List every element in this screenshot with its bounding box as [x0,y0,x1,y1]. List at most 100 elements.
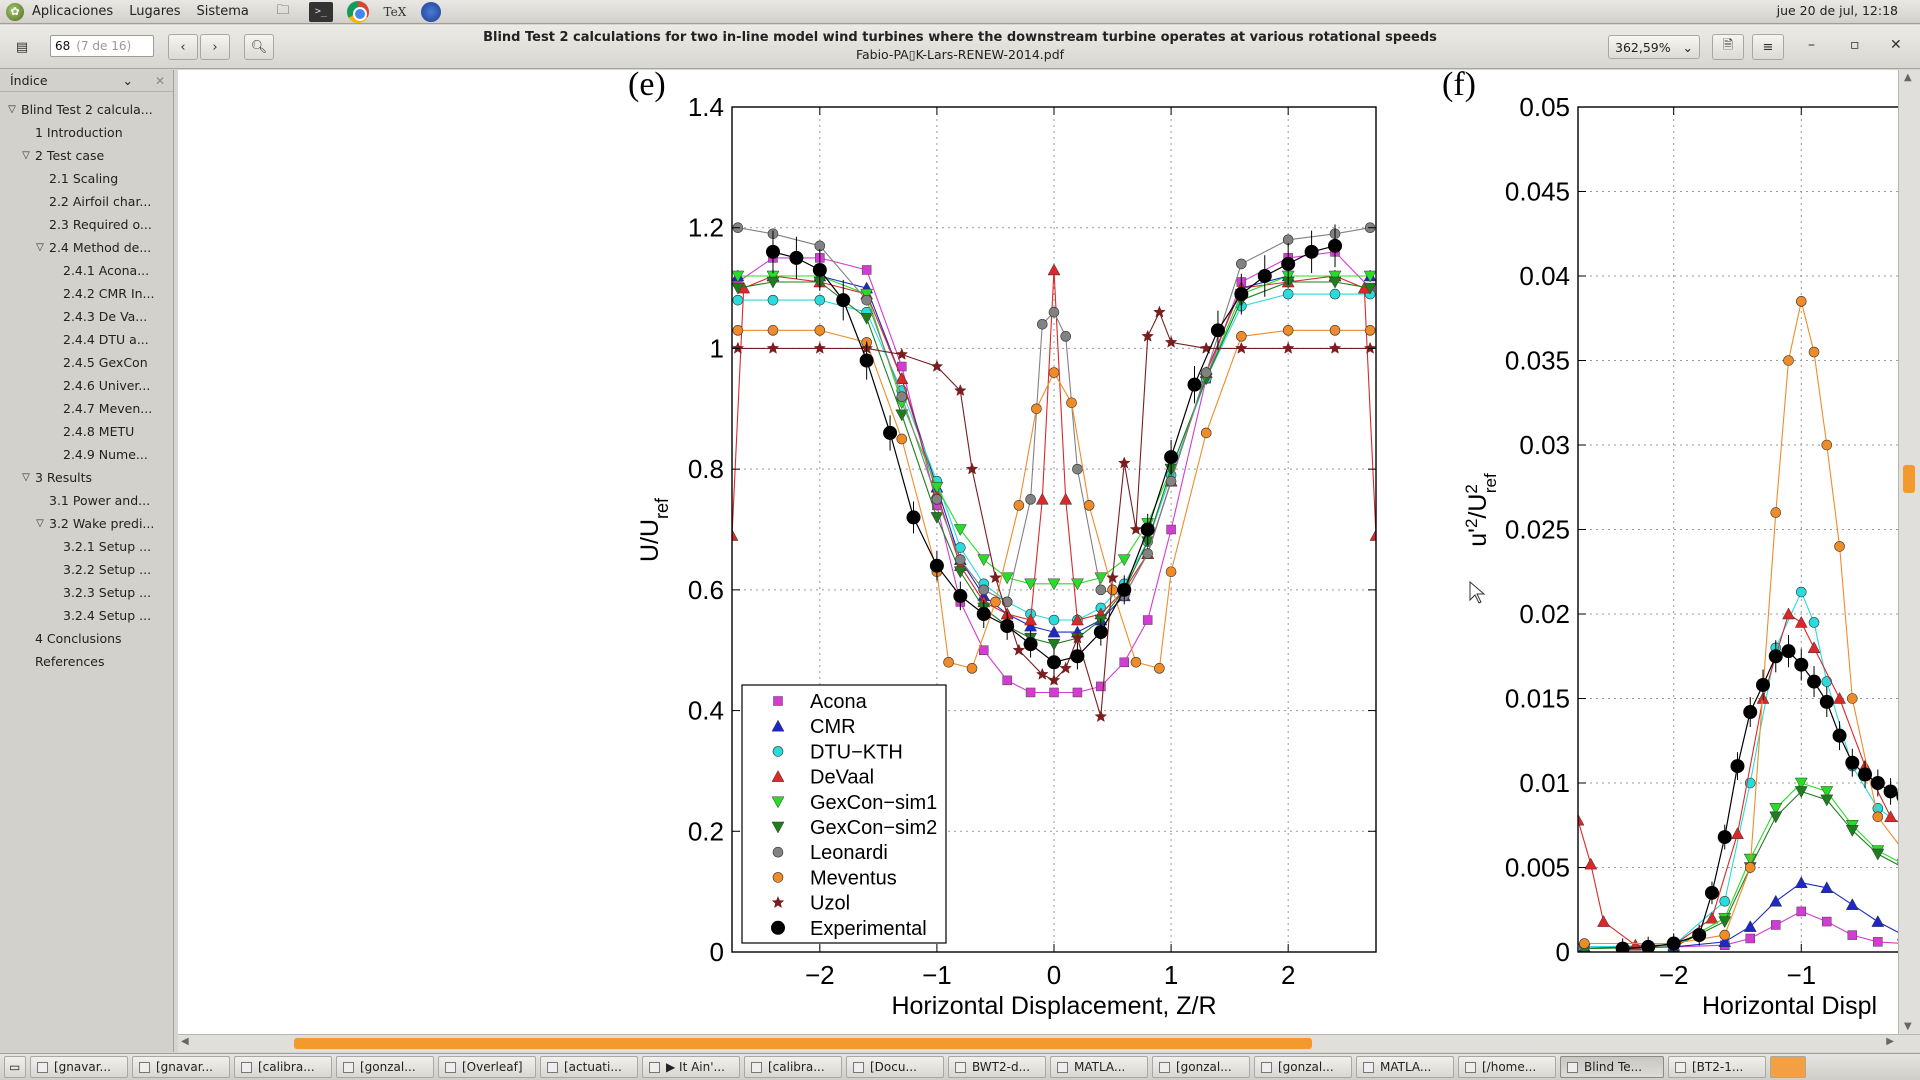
scroll-right-icon[interactable]: ▶ [1886,1036,1894,1047]
scroll-down-icon[interactable]: ▼ [1904,1021,1912,1032]
taskbar-item[interactable]: [gonzal... [336,1056,434,1078]
toc-item[interactable]: 2.4.7 Meven... [0,397,172,420]
taskbar-item[interactable]: [calibra... [234,1056,332,1078]
data-point [1896,792,1898,802]
taskbar-item[interactable]: [BT2-1... [1668,1056,1766,1078]
toc-item[interactable]: 3.2.4 Setup ... [0,604,172,627]
clock[interactable]: jue 20 de jul, 12:18 [1776,3,1898,18]
tray-icon[interactable] [1770,1056,1806,1078]
toc-item[interactable]: 2.4.8 METU [0,420,172,443]
toc-item[interactable]: 2.4.1 Acona... [0,259,172,282]
zoom-select[interactable]: 362,59% ⌄ [1608,35,1700,59]
toc-item[interactable]: 2.1 Scaling [0,167,172,190]
data-point [953,524,967,537]
folder-icon[interactable]: 🗀 [276,2,290,18]
page-number-input[interactable]: 68 (7 de 16) [50,35,154,57]
menu-system[interactable]: Sistema [196,4,249,19]
taskbar-item[interactable]: [Docu... [846,1056,944,1078]
toc-item[interactable]: 2.4.3 De Va... [0,305,172,328]
horizontal-scroll-thumb[interactable] [294,1038,1312,1049]
toc-item[interactable]: 3.2.3 Setup ... [0,581,172,604]
menu-places[interactable]: Lugares [129,4,181,19]
taskbar-item[interactable]: MATLA... [1050,1056,1148,1078]
toc-item[interactable]: 2.4.5 GexCon [0,351,172,374]
y-axis-label-sup: 2 [1462,519,1481,528]
vertical-scroll-thumb[interactable] [1903,465,1915,493]
toc-item[interactable]: 2.4.2 CMR In... [0,282,172,305]
toc-item[interactable]: 3.1 Power and... [0,489,172,512]
taskbar-item[interactable]: [calibra... [744,1056,842,1078]
expand-triangle-icon[interactable]: ▽ [36,518,44,529]
y-axis-label-sup: 2 [1462,484,1481,493]
toc-item[interactable]: 3.2.2 Setup ... [0,558,172,581]
toc-item[interactable]: 3.2.1 Setup ... [0,535,172,558]
close-icon[interactable]: ✕ [1890,37,1902,53]
data-point [1066,397,1077,409]
toc-item[interactable]: 2.2 Airfoil char... [0,190,172,213]
window-icon [37,1061,48,1073]
taskbar-item[interactable]: [gonzal... [1152,1056,1250,1078]
data-point [896,433,908,445]
chrome-icon[interactable] [346,0,369,23]
data-point [1210,323,1225,338]
expand-triangle-icon[interactable]: ▽ [22,150,30,161]
chevron-down-icon[interactable]: ⌄ [122,73,133,88]
toc-item[interactable]: ▽ 3.2 Wake predi... [0,512,172,535]
document-view[interactable]: −2 −1 0 1 2 0 0.2 0.4 0.6 0.8 1 1.2 1.4 (e) Horizontal… [178,70,1898,1034]
next-page-button[interactable]: › [200,34,230,60]
sidebar-toggle-icon[interactable]: ▤ [15,39,29,55]
taskbar-item[interactable]: [gonzal... [1254,1056,1352,1078]
toc-item[interactable]: 2.3 Required o... [0,213,172,236]
data-point [1870,776,1885,790]
menu-button[interactable]: ≡ [1752,34,1784,60]
previous-page-button[interactable]: ‹ [168,34,198,60]
toc-item[interactable]: ▽ 2 Test case [0,144,172,167]
data-point [1281,256,1296,271]
scroll-left-icon[interactable]: ◀ [181,1036,189,1047]
maximize-icon[interactable]: ▫ [1850,37,1860,53]
sidebar-header[interactable]: Índice ⌄ ✕ [0,70,173,92]
show-desktop-icon[interactable]: ▭ [4,1056,26,1078]
firefox-icon[interactable] [420,1,441,22]
taskbar-item[interactable]: [/home... [1458,1056,1556,1078]
toc-item[interactable]: 1 Introduction [0,121,172,144]
expand-triangle-icon[interactable]: ▽ [8,104,16,115]
taskbar-item[interactable]: [Overleaf] [438,1056,536,1078]
taskbar-item[interactable]: [gnavar... [132,1056,230,1078]
taskbar-item[interactable]: [gnavar... [30,1056,128,1078]
data-point [1025,494,1036,505]
taskbar-item[interactable]: [actuati... [540,1056,638,1078]
toc-item[interactable]: 4 Conclusions [0,627,172,650]
terminal-icon[interactable]: >_ [308,1,333,22]
minimize-icon[interactable]: – [1808,37,1815,53]
data-point [1060,331,1072,342]
toc-item[interactable]: ▽ Blind Test 2 calcula... [0,98,172,121]
menu-applications[interactable]: Aplicaciones [32,4,114,19]
toc-item-label: 2.4.3 De Va... [63,309,148,324]
taskbar-item[interactable]: Blind Te... [1560,1056,1664,1078]
toc-item[interactable]: ▽ 2.4 Method de... [0,236,172,259]
horizontal-scrollbar[interactable]: ◀ ▶ [178,1034,1920,1052]
gnome-foot-icon[interactable]: ✿ [6,2,24,21]
scroll-up-icon[interactable]: ▲ [1904,72,1912,83]
toc-item[interactable]: 2.4.9 Nume... [0,443,172,466]
toc-item[interactable]: 2.4.6 Univer... [0,374,172,397]
data-point [1281,341,1295,354]
taskbar-item[interactable]: ▶ It Ain'... [642,1056,740,1078]
data-point [1119,657,1130,668]
taskbar-item[interactable]: BWT2-d... [948,1056,1046,1078]
expand-triangle-icon[interactable]: ▽ [22,472,30,483]
series-line [1584,301,1898,945]
data-point [1000,619,1015,634]
tex-icon[interactable]: TeX [383,4,407,19]
close-sidebar-icon[interactable]: ✕ [154,73,165,88]
toc-item[interactable]: 2.4.4 DTU a... [0,328,172,351]
sidebar-resize-handle[interactable] [172,600,176,660]
expand-triangle-icon[interactable]: ▽ [36,242,44,253]
toc-item[interactable]: ▽ 3 Results [0,466,172,489]
find-button[interactable]: 🔍︎ [244,34,274,60]
vertical-scrollbar[interactable]: ▲ ▼ [1898,70,1920,1034]
toc-item[interactable]: References [0,650,172,673]
annotations-button[interactable]: 🗎 [1712,34,1744,60]
taskbar-item[interactable]: MATLA... [1356,1056,1454,1078]
